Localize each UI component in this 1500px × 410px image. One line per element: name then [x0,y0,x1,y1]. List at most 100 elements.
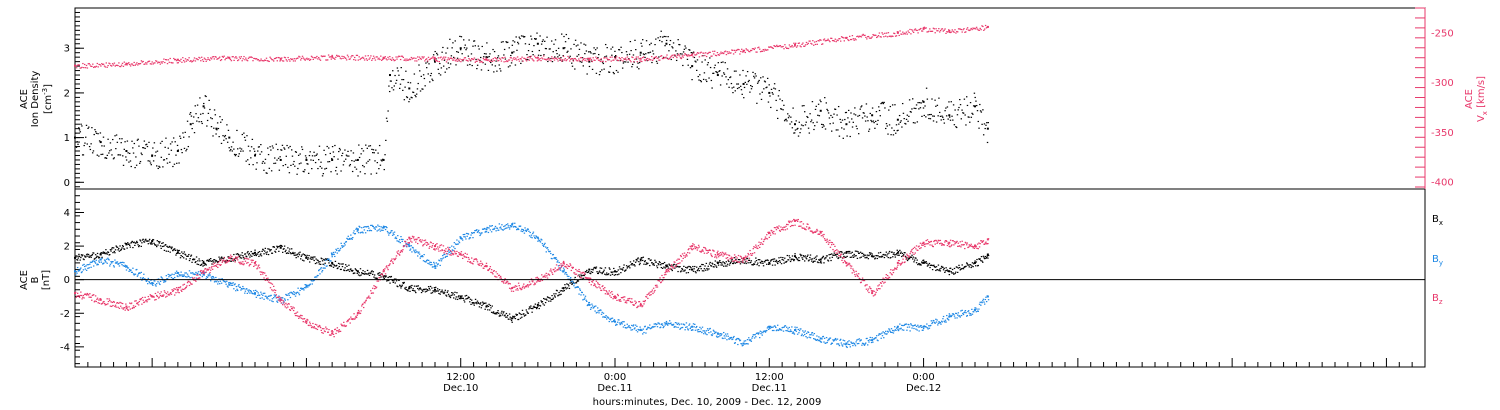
density-dot [557,47,560,49]
density-point [614,56,616,59]
density-dot [834,108,837,111]
bx-dot [89,255,92,257]
vx-dot [955,32,957,34]
vx-dot [942,30,944,32]
density-dot [344,149,346,151]
bx-dot [181,251,183,253]
vx-dot [664,57,666,59]
density-dot [773,87,775,89]
density-dot [182,132,184,134]
vx-dot [925,27,927,29]
bx-dot [487,309,489,311]
bx-point [562,287,565,290]
vx-dot [489,60,492,62]
vx-dot [363,57,365,59]
by-dot [646,328,648,330]
vx-dot [611,56,613,58]
by-dot [138,272,140,275]
bx-dot [594,266,596,269]
bx-dot [546,299,548,301]
bx-dot [562,290,564,292]
vx-dot [948,31,951,33]
by-dot [697,331,699,333]
bx-dot [837,257,839,260]
bx-dot [868,254,870,257]
density-dot [419,70,421,72]
vx-dot [705,52,707,54]
bx-dot [283,245,286,247]
density-dot [374,160,376,162]
bx-dot [288,250,290,252]
density-dot [402,79,405,81]
by-dot [570,281,573,283]
vx-dot [676,56,678,59]
vx-dot [631,56,633,58]
bx-dot [480,307,483,309]
vx-dot [304,59,306,61]
bx-dot [802,255,805,257]
density-dot [213,109,216,111]
bx-dot [323,258,325,260]
density-dot [729,76,731,79]
by-dot [247,291,250,293]
density-dot [523,36,526,38]
by-dot [782,326,784,329]
bx-dot [499,315,502,317]
vx-dot [850,38,853,41]
bx-dot [482,303,484,305]
density-dot [133,142,136,145]
density-dot [702,78,705,81]
vx-dot [188,57,190,59]
bx-dot [445,294,447,296]
bx-dot [519,317,522,319]
density-dot [91,127,93,129]
vx-dot [501,57,503,59]
bx-dot [622,267,625,269]
vx-dot [171,62,173,64]
bx-dot [719,260,721,262]
vx-dot [340,58,342,60]
bx-dot [249,256,251,258]
density-dot [460,36,463,38]
vx-dot [892,35,894,38]
density-dot [248,163,250,166]
by-dot [521,228,523,230]
vx-dot [745,48,747,50]
bx-dot [382,276,385,278]
vx-dot [103,65,106,67]
density-dot [510,54,512,57]
density-dot [187,145,190,148]
vx-dot [142,60,144,63]
vx-dot [847,39,849,41]
by-dot [750,340,753,342]
density-dot [322,173,325,175]
density-dot [718,70,720,72]
bx-dot [634,265,636,267]
by-dot [737,343,739,346]
vx-dot [471,58,473,60]
by-dot [698,331,700,333]
by-dot [615,324,617,326]
density-dot [463,47,466,49]
bx-dot [703,268,706,270]
density-dot [385,139,387,142]
density-dot [111,154,113,156]
by-dot [364,226,366,228]
density-dot [520,62,522,65]
bx-dot [674,267,676,269]
bx-dot [915,262,918,264]
by-dot [541,242,544,245]
vx-dot [547,58,549,60]
vx-dot [400,55,403,57]
by-dot [525,230,528,232]
by-point [434,265,436,268]
vx-dot [677,54,679,57]
density-dot [728,86,730,88]
density-dot [609,65,611,68]
vx-dot [243,55,245,58]
density-dot [707,62,709,64]
bx-dot [641,257,643,259]
by-point [794,329,796,332]
vx-dot [367,55,369,57]
density-point [742,82,745,85]
